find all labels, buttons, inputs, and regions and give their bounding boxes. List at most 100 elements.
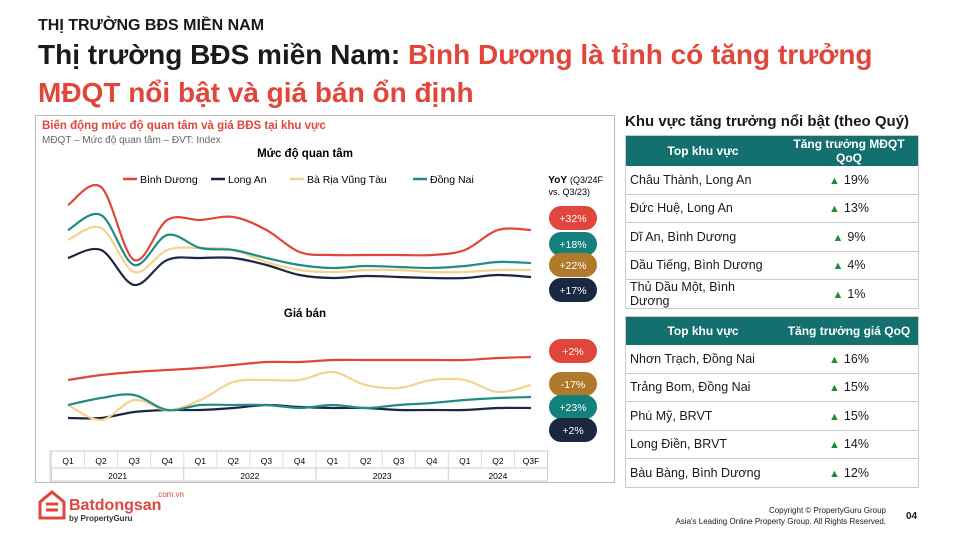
header-cell: Top khu vực [625, 316, 780, 345]
x-tick-label: Q4 [426, 456, 438, 466]
table-row: Thủ Dầu Một, Bình Dương ▲ 1% [625, 279, 919, 309]
year-label: 2022 [240, 471, 259, 481]
series-line [67, 370, 532, 422]
growth-cell: ▲ 12% [780, 458, 919, 488]
growth-value: 1% [847, 287, 866, 301]
x-tick-label: Q1 [62, 456, 74, 466]
yoy-label: +22% [559, 260, 586, 272]
legend-label: Bình Dương [140, 174, 198, 186]
copyright-line: Copyright © PropertyGuru Group [768, 506, 886, 515]
series-line [67, 393, 532, 412]
x-tick-label: Q4 [162, 456, 174, 466]
x-tick-label: Q4 [294, 456, 306, 466]
area-cell: Trảng Bom, Đồng Nai [625, 373, 780, 402]
yoy-label: +2% [562, 425, 583, 437]
header-cell: Top khu vực [625, 135, 780, 166]
panel-subtitle: MĐQT – Mức độ quan tâm – ĐVT: Index [42, 135, 221, 146]
yoy-note: (Q3/24F [570, 175, 604, 185]
x-tick-label: Q3 [261, 456, 273, 466]
growth-value: 12% [843, 465, 869, 480]
legend-label: Long An [228, 174, 267, 186]
panel-title: Biến động mức độ quan tâm và giá BĐS tại… [42, 120, 326, 132]
rights-line: Asia's Leading Online Property Group. Al… [675, 517, 886, 526]
growth-value: 9% [847, 229, 866, 244]
panel-border [35, 115, 615, 483]
kicker: THỊ TRƯỜNG BĐS MIỀN NAM [38, 17, 265, 34]
x-tick-label: Q2 [492, 456, 504, 466]
table-row: Long Điền, BRVT ▲ 14% [625, 430, 919, 459]
table-row: Dĩ An, Bình Dương ▲ 9% [625, 222, 919, 252]
growth-cell: ▲ 15% [780, 401, 919, 431]
yoy-badge [549, 339, 597, 363]
growth-cell: ▲ 4% [780, 251, 919, 280]
title-black: Thị trường BĐS miền Nam: [38, 39, 408, 70]
year-label: 2021 [108, 471, 127, 481]
x-tick-label: Q3 [393, 456, 405, 466]
title-red: Bình Dương là tỉnh có tăng trưởng MĐQT n… [38, 39, 873, 108]
yoy-label: +2% [562, 346, 583, 358]
page-number: 04 [906, 511, 918, 522]
table-row: Dầu Tiếng, Bình Dương ▲ 4% [625, 251, 919, 280]
yoy-badge [549, 372, 597, 396]
growth-cell: ▲ 15% [780, 373, 919, 402]
x-tick-label: Q2 [95, 456, 107, 466]
up-arrow: ▲ [832, 260, 844, 273]
chart-panel: Biến động mức độ quan tâm và giá BĐS tại… [35, 115, 615, 483]
series-line [67, 225, 532, 274]
up-arrow: ▲ [829, 382, 840, 395]
data-table: Top khu vực Tăng trưởng MĐQT QoQ Châu Thàn… [625, 135, 919, 309]
growth-value: 14% [843, 437, 869, 452]
data-table: Top khu vực Tăng trưởng giá QoQ Nhơn Trạch… [625, 316, 919, 488]
yoy-badge [549, 395, 597, 419]
area-cell: Dĩ An, Bình Dương [625, 222, 780, 252]
series-line [67, 355, 532, 382]
logo-domain: .com.vn [156, 490, 184, 499]
axis-band [49, 450, 549, 482]
chart-title: Mức độ quan tâm [257, 148, 353, 160]
chart-title: Giá bán [284, 308, 326, 320]
table-row: Bàu Bàng, Bình Dương ▲ 12% [625, 458, 919, 488]
table-row: Nhơn Trạch, Đồng Nai ▲ 16% [625, 345, 919, 374]
growth-value: 16% [843, 351, 869, 366]
x-tick-label: Q2 [360, 456, 372, 466]
yoy-label: -17% [561, 379, 586, 391]
area-cell: Dầu Tiếng, Bình Dương [625, 251, 780, 280]
up-arrow: ▲ [829, 203, 840, 216]
area-cell: Đức Huệ, Long An [625, 194, 780, 223]
yoy-badge [549, 232, 597, 256]
header-row: Top khu vực Tăng trưởng MĐQT QoQ [625, 135, 919, 166]
x-tick-label: Q1 [459, 456, 471, 466]
table-row: Châu Thành, Long An ▲ 19% [625, 166, 919, 195]
area-cell: Nhơn Trạch, Đồng Nai [625, 345, 780, 374]
up-arrow: ▲ [832, 231, 844, 244]
growth-cell: ▲ 13% [780, 194, 919, 223]
copyright: Copyright © PropertyGuru Group Asia's Le… [675, 505, 886, 527]
area-cell: Phú Mỹ, BRVT [625, 401, 780, 431]
area-cell: Long Điền, BRVT [625, 430, 780, 459]
growth-value: 4% [847, 258, 866, 273]
growth-value: 15% [843, 408, 869, 423]
up-arrow: ▲ [832, 289, 844, 301]
x-tick-label: Q3 [128, 456, 140, 466]
growth-cell: ▲ 1% [780, 279, 919, 309]
tables-title: Khu vực tăng trưởng nổi bật (theo Quý) [625, 113, 910, 130]
table-row: Phú Mỹ, BRVT ▲ 15% [625, 401, 919, 431]
year-label: 2023 [373, 471, 392, 481]
area-cell: Bàu Bàng, Bình Dương [625, 458, 780, 488]
growth-value: 19% [843, 172, 869, 187]
growth-value: 15% [843, 380, 869, 395]
up-arrow: ▲ [829, 439, 840, 452]
area-cell: Thủ Dầu Một, Bình Dương [625, 279, 780, 309]
yoy-note: vs. Q3/23) [548, 187, 590, 197]
logo-text: Batdongsan [69, 497, 161, 514]
up-arrow: ▲ [829, 353, 840, 366]
series-line [67, 247, 532, 287]
x-tick-label: Q1 [195, 456, 207, 466]
x-tick-label: Q2 [228, 456, 240, 466]
yoy-label: +23% [559, 402, 586, 414]
legend-label: Đồng Nai [430, 174, 474, 186]
series-line [67, 183, 532, 262]
table-row: Trảng Bom, Đồng Nai ▲ 15% [625, 373, 919, 402]
area-cell: Châu Thành, Long An [625, 166, 780, 195]
